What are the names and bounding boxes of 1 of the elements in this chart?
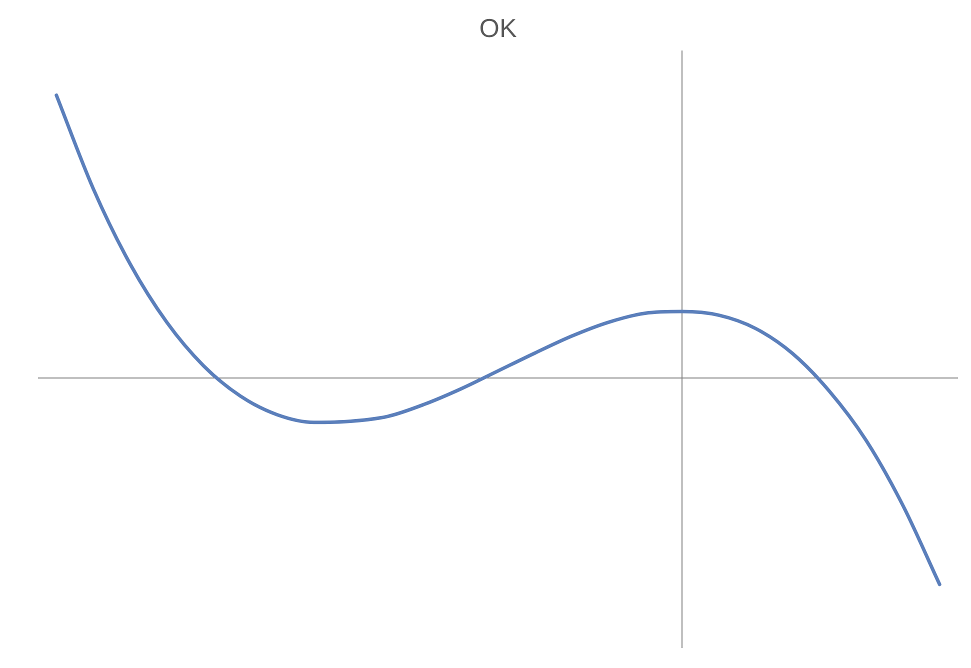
chart-title: OK	[479, 12, 518, 43]
